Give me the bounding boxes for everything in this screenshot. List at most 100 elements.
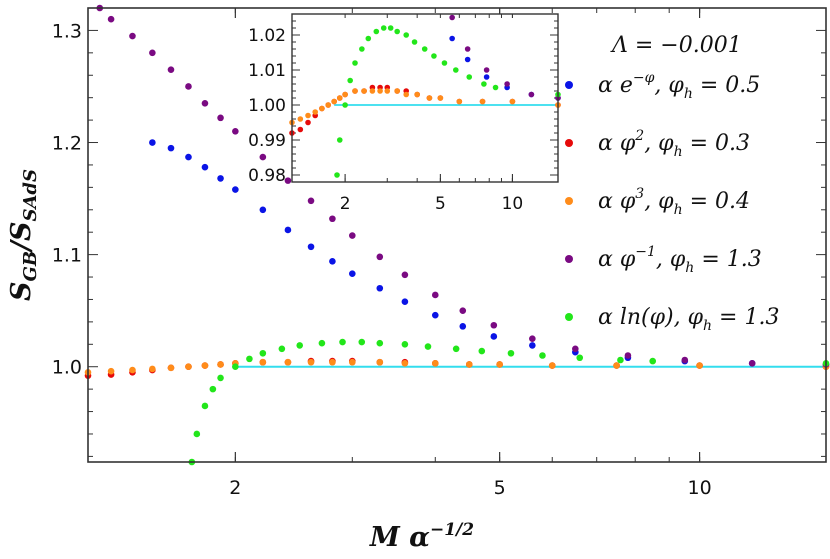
data-point xyxy=(217,374,224,382)
data-point xyxy=(681,356,689,364)
inset-data-point xyxy=(325,102,332,108)
inset-data-point xyxy=(342,102,348,108)
data-point xyxy=(431,311,439,319)
data-point xyxy=(107,15,115,23)
main-tick-labels: 2 5 10 1.0 1.1 1.2 1.3 xyxy=(52,20,712,499)
inset-data-point xyxy=(394,28,400,35)
data-point xyxy=(185,83,192,90)
data-point xyxy=(185,363,192,371)
y-tick-label: 1.0 xyxy=(52,357,82,379)
legend-sup: 3 xyxy=(635,186,644,202)
inset-data-point xyxy=(483,67,490,73)
inset-tick-labels: 2 5 10 0.98 0.99 1.00 1.01 1.02 xyxy=(248,26,523,214)
data-point xyxy=(129,366,136,374)
data-point xyxy=(329,358,336,366)
legend-entry: α φ2, φh = 0.3 xyxy=(598,128,750,160)
data-point xyxy=(478,347,486,355)
data-point xyxy=(193,430,201,438)
data-point xyxy=(278,345,286,353)
inset-data-point xyxy=(483,74,490,80)
y-axis-title: SGB/SSAdS xyxy=(6,169,41,301)
data-point xyxy=(217,114,224,122)
inset-y-tick-label: 0.99 xyxy=(248,131,286,151)
data-point xyxy=(259,153,267,161)
inset-y-tick-label: 1.00 xyxy=(248,96,286,116)
data-point xyxy=(424,343,432,350)
data-point xyxy=(339,338,346,346)
data-point xyxy=(376,358,384,366)
data-point xyxy=(201,99,209,107)
inset-data-point xyxy=(347,77,353,84)
inset-data-point xyxy=(359,46,365,52)
data-point xyxy=(358,338,366,346)
inset-data-point xyxy=(380,25,387,31)
data-point xyxy=(329,215,336,223)
inset-data-point xyxy=(426,95,433,101)
main-axis-ticks xyxy=(88,7,826,462)
data-point xyxy=(284,226,292,234)
legend-entry: α e−φ, φh = 0.5 xyxy=(598,70,760,102)
inset-data-point xyxy=(504,81,510,87)
data-point xyxy=(201,163,209,171)
legend-sub: h xyxy=(703,318,712,334)
data-point xyxy=(376,253,384,261)
inset-data-point xyxy=(403,91,410,98)
data-point xyxy=(490,321,498,329)
inset-data-point xyxy=(479,98,486,105)
data-point xyxy=(259,349,267,357)
data-point xyxy=(401,298,409,305)
inset-data-point xyxy=(305,119,311,126)
data-point xyxy=(529,335,536,342)
data-point xyxy=(349,232,356,239)
inset-x-tick-label: 5 xyxy=(435,194,446,214)
y-tick-label: 1.1 xyxy=(52,245,82,267)
inset-data-point xyxy=(466,74,473,80)
data-point xyxy=(349,270,356,277)
data-point xyxy=(431,291,439,299)
legend-marker xyxy=(565,81,573,89)
data-point xyxy=(376,339,384,347)
legend-sub: h xyxy=(674,144,683,160)
data-point xyxy=(696,362,703,369)
data-point xyxy=(349,358,356,366)
legend-sup: 2 xyxy=(634,128,644,144)
legend-sub: h xyxy=(684,86,693,102)
inset-data-point xyxy=(437,95,444,101)
legend-sup: −1 xyxy=(635,244,656,260)
data-point xyxy=(201,362,209,369)
data-point xyxy=(307,243,315,251)
inset-data-point xyxy=(387,25,394,31)
data-point xyxy=(209,385,217,393)
data-point xyxy=(329,258,336,265)
legend-suffix: , φ xyxy=(674,305,704,330)
inset-data-point xyxy=(336,137,343,143)
inset-data-point xyxy=(352,60,358,66)
inset-data-point xyxy=(361,88,367,94)
inset-data-points xyxy=(289,14,561,178)
inset-data-point xyxy=(369,88,376,94)
legend-entry: α φ3, φh = 0.4 xyxy=(598,186,750,218)
legend-marker xyxy=(565,255,573,263)
legend-value: = 1.3 xyxy=(694,247,761,272)
data-point xyxy=(617,356,624,364)
inset-data-point xyxy=(411,39,418,45)
inset-data-point xyxy=(464,46,471,52)
data-point xyxy=(232,128,239,135)
inset-data-point xyxy=(297,126,304,133)
inset-data-point xyxy=(342,91,348,98)
data-point xyxy=(376,284,384,292)
data-point xyxy=(452,345,460,353)
data-point xyxy=(167,364,175,372)
inset-data-point xyxy=(336,95,343,101)
x-axis-title: M α−1/2 xyxy=(369,520,474,553)
legend-value: = 0.4 xyxy=(683,189,750,214)
inset-data-point xyxy=(456,98,463,105)
inset-data-point xyxy=(453,67,459,73)
legend-entry: α φ−1, φh = 1.3 xyxy=(598,244,762,276)
inset-data-point xyxy=(297,116,304,122)
legend-prefix: α φ xyxy=(598,131,636,156)
inset-data-point xyxy=(319,105,325,112)
inset-data-point xyxy=(481,81,487,87)
annotation-lambda: Λ = −0.001 xyxy=(610,33,742,58)
data-point xyxy=(529,342,536,349)
